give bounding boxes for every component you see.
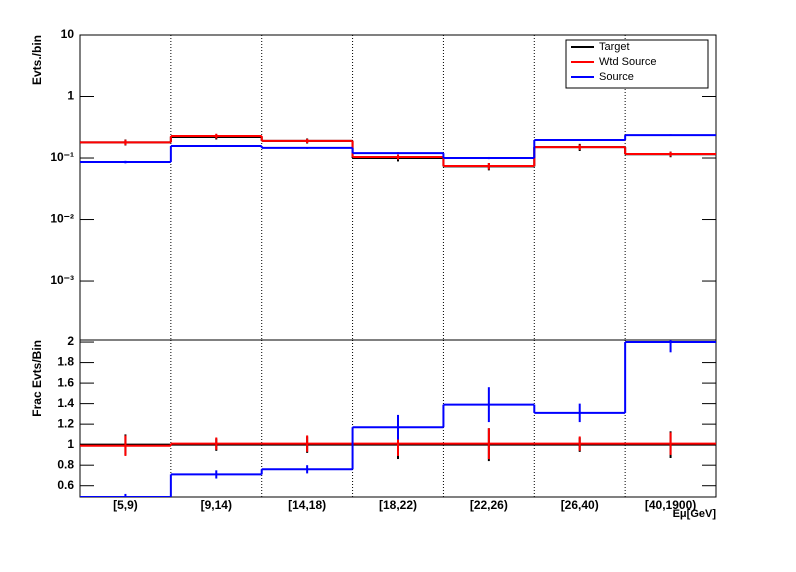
y-tick-label: 1.2 <box>57 416 74 430</box>
legend-label: Source <box>599 71 634 83</box>
y-tick-label: 0.8 <box>57 457 74 471</box>
y-tick-label: 2 <box>67 334 74 348</box>
x-tick-label: [22,26) <box>470 498 508 512</box>
y-tick-label: 1.8 <box>57 355 74 369</box>
y-tick-label: 1 <box>67 89 74 103</box>
x-tick-label: [26,40) <box>561 498 599 512</box>
plot-area <box>80 133 716 171</box>
y-tick-label: 10⁻¹ <box>50 150 74 164</box>
x-tick-label: [5,9) <box>113 498 138 512</box>
x-tick-label: [40,1900) <box>645 498 696 512</box>
y-axis-title: Evts./bin <box>30 35 44 85</box>
y-tick-label: 1.6 <box>57 375 74 389</box>
legend-label: Wtd Source <box>599 56 656 68</box>
legend-label: Target <box>599 41 630 53</box>
y-tick-label: 1.4 <box>57 396 74 410</box>
x-tick-label: [9,14) <box>201 498 232 512</box>
x-tick-label: [18,22) <box>379 498 417 512</box>
y-tick-label: 10⁻³ <box>50 273 74 287</box>
y-tick-label: 0.6 <box>57 478 74 492</box>
x-axis-title: Eμ[GeV] <box>673 508 717 520</box>
x-tick-label: [14,18) <box>288 498 326 512</box>
y-tick-label: 10⁻² <box>50 212 74 226</box>
y-tick-label: 10 <box>61 27 75 41</box>
plot-area <box>80 340 716 497</box>
y-axis-title: Frac Evts/Bin <box>30 340 44 417</box>
y-tick-label: 1 <box>67 437 74 451</box>
frame <box>79 339 717 498</box>
